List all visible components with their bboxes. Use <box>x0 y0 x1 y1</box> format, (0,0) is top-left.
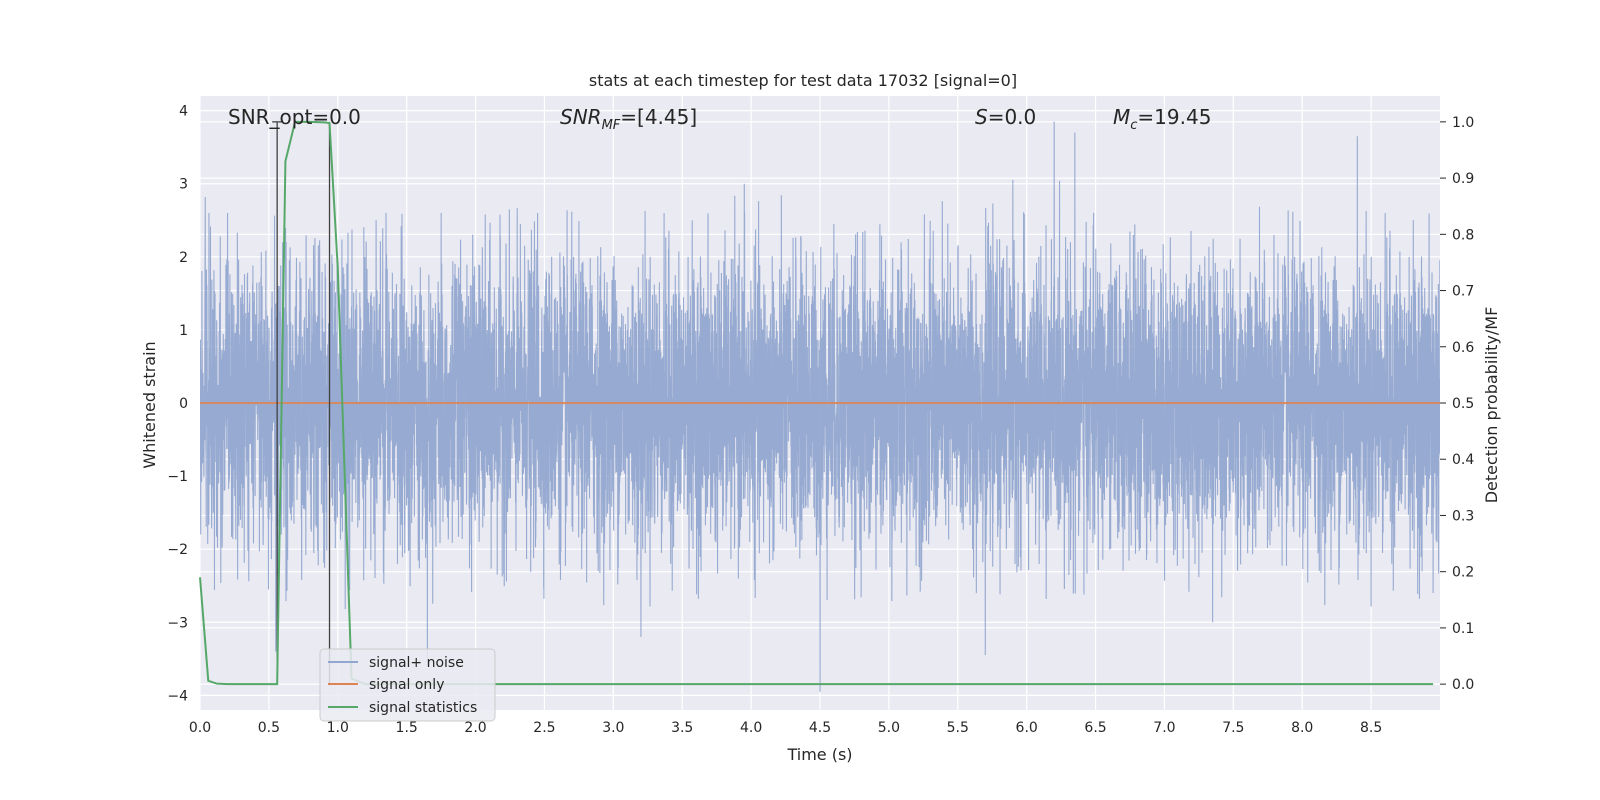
annotation-s-main: S <box>975 105 988 129</box>
x-ticks: 0.0 0.5 1.0 1.5 2.0 2.5 3.0 3.5 4.0 4.5 5.0 5.5 6.0 6… <box>189 720 1382 736</box>
signal-statistics-series <box>199 120 1434 686</box>
x-tick-label: 5.5 <box>947 720 969 736</box>
legend-label-signal-noise: signal+ noise <box>369 655 464 671</box>
y2-tick-label: 0.2 <box>1452 565 1474 581</box>
annotation-mc: Mc=19.45 <box>1113 105 1211 133</box>
annotation-s-value: =0.0 <box>988 105 1037 129</box>
y-tick-label: 0 <box>179 396 188 412</box>
x-axis-label: Time (s) <box>786 745 852 764</box>
x-tick-label: 3.5 <box>671 720 693 736</box>
annotation-mc-main: M <box>1113 105 1130 129</box>
signal-noise-line <box>200 121 1440 692</box>
annotation-snr-mf-main: SNR <box>560 105 602 129</box>
y2-tick-label: 0.4 <box>1452 452 1474 468</box>
y-axis-label: Whitened strain <box>140 341 159 468</box>
signal-noise-series <box>200 121 1440 692</box>
y2-tick-label: 0.8 <box>1452 227 1474 243</box>
y2-tick-label: 0.9 <box>1452 171 1474 187</box>
x-tick-label: 7.0 <box>1153 720 1175 736</box>
x-tick-label: 5.0 <box>878 720 900 736</box>
x-tick-label: 1.5 <box>396 720 418 736</box>
chart-title: stats at each timestep for test data 170… <box>589 71 1017 90</box>
x-tick-label: 2.5 <box>533 720 555 736</box>
y-tick-label: −1 <box>167 469 188 485</box>
x-tick-label: 0.5 <box>258 720 280 736</box>
x-tick-label: 1.0 <box>327 720 349 736</box>
y2-tick-label: 0.5 <box>1452 396 1474 412</box>
x-tick-label: 3.0 <box>602 720 624 736</box>
x-tick-label: 2.0 <box>464 720 486 736</box>
x-tick-label: 0.0 <box>189 720 211 736</box>
vertical-markers <box>272 121 331 685</box>
y-tick-label: 1 <box>179 323 188 339</box>
annotation-s: S=0.0 <box>975 105 1036 129</box>
y-tick-label: 3 <box>179 177 188 193</box>
x-tick-label: 4.0 <box>740 720 762 736</box>
y2-tick-label: 0.0 <box>1452 677 1474 693</box>
x-tick-label: 6.0 <box>1016 720 1038 736</box>
y-tick-label: 2 <box>179 250 188 266</box>
y-tick-label: −4 <box>167 688 188 704</box>
legend-label-signal-only: signal only <box>369 677 444 693</box>
legend-box <box>319 648 496 722</box>
annotation-mc-sub: c <box>1130 118 1137 133</box>
x-tick-label: 8.5 <box>1360 720 1382 736</box>
y-tick-label: −3 <box>167 615 188 631</box>
y2-ticks: 0.0 0.1 0.2 0.3 0.4 0.5 0.6 0.7 0.8 0.9 1.0 <box>1440 115 1474 693</box>
y2-tick-label: 0.1 <box>1452 621 1474 637</box>
y2-tick-label: 1.0 <box>1452 115 1474 131</box>
y2-axis-label: Detection probability/MF <box>1482 307 1501 504</box>
y2-tick-label: 0.3 <box>1452 508 1474 524</box>
y-tick-label: −2 <box>167 542 188 558</box>
annotation-mc-value: =19.45 <box>1137 105 1211 129</box>
x-tick-label: 8.0 <box>1291 720 1313 736</box>
x-tick-label: 6.5 <box>1084 720 1106 736</box>
y-ticks: −4 −3 −2 −1 0 1 2 3 4 <box>167 104 188 705</box>
annotation-snr-mf-value: =[4.45] <box>620 105 697 129</box>
legend: signal+ noise signal only signal statist… <box>319 648 496 722</box>
y-tick-label: 4 <box>179 104 188 120</box>
signal-statistics-line <box>199 120 1434 686</box>
y2-tick-label: 0.7 <box>1452 284 1474 300</box>
x-tick-label: 4.5 <box>809 720 831 736</box>
y2-tick-label: 0.6 <box>1452 340 1474 356</box>
annotation-snr-mf-sub: MF <box>602 118 621 133</box>
annotation-snr-opt: SNR_opt=0.0 <box>228 105 361 129</box>
legend-label-signal-statistics: signal statistics <box>369 700 477 716</box>
annotation-snr-mf: SNRMF=[4.45] <box>560 105 697 133</box>
x-tick-label: 7.5 <box>1222 720 1244 736</box>
